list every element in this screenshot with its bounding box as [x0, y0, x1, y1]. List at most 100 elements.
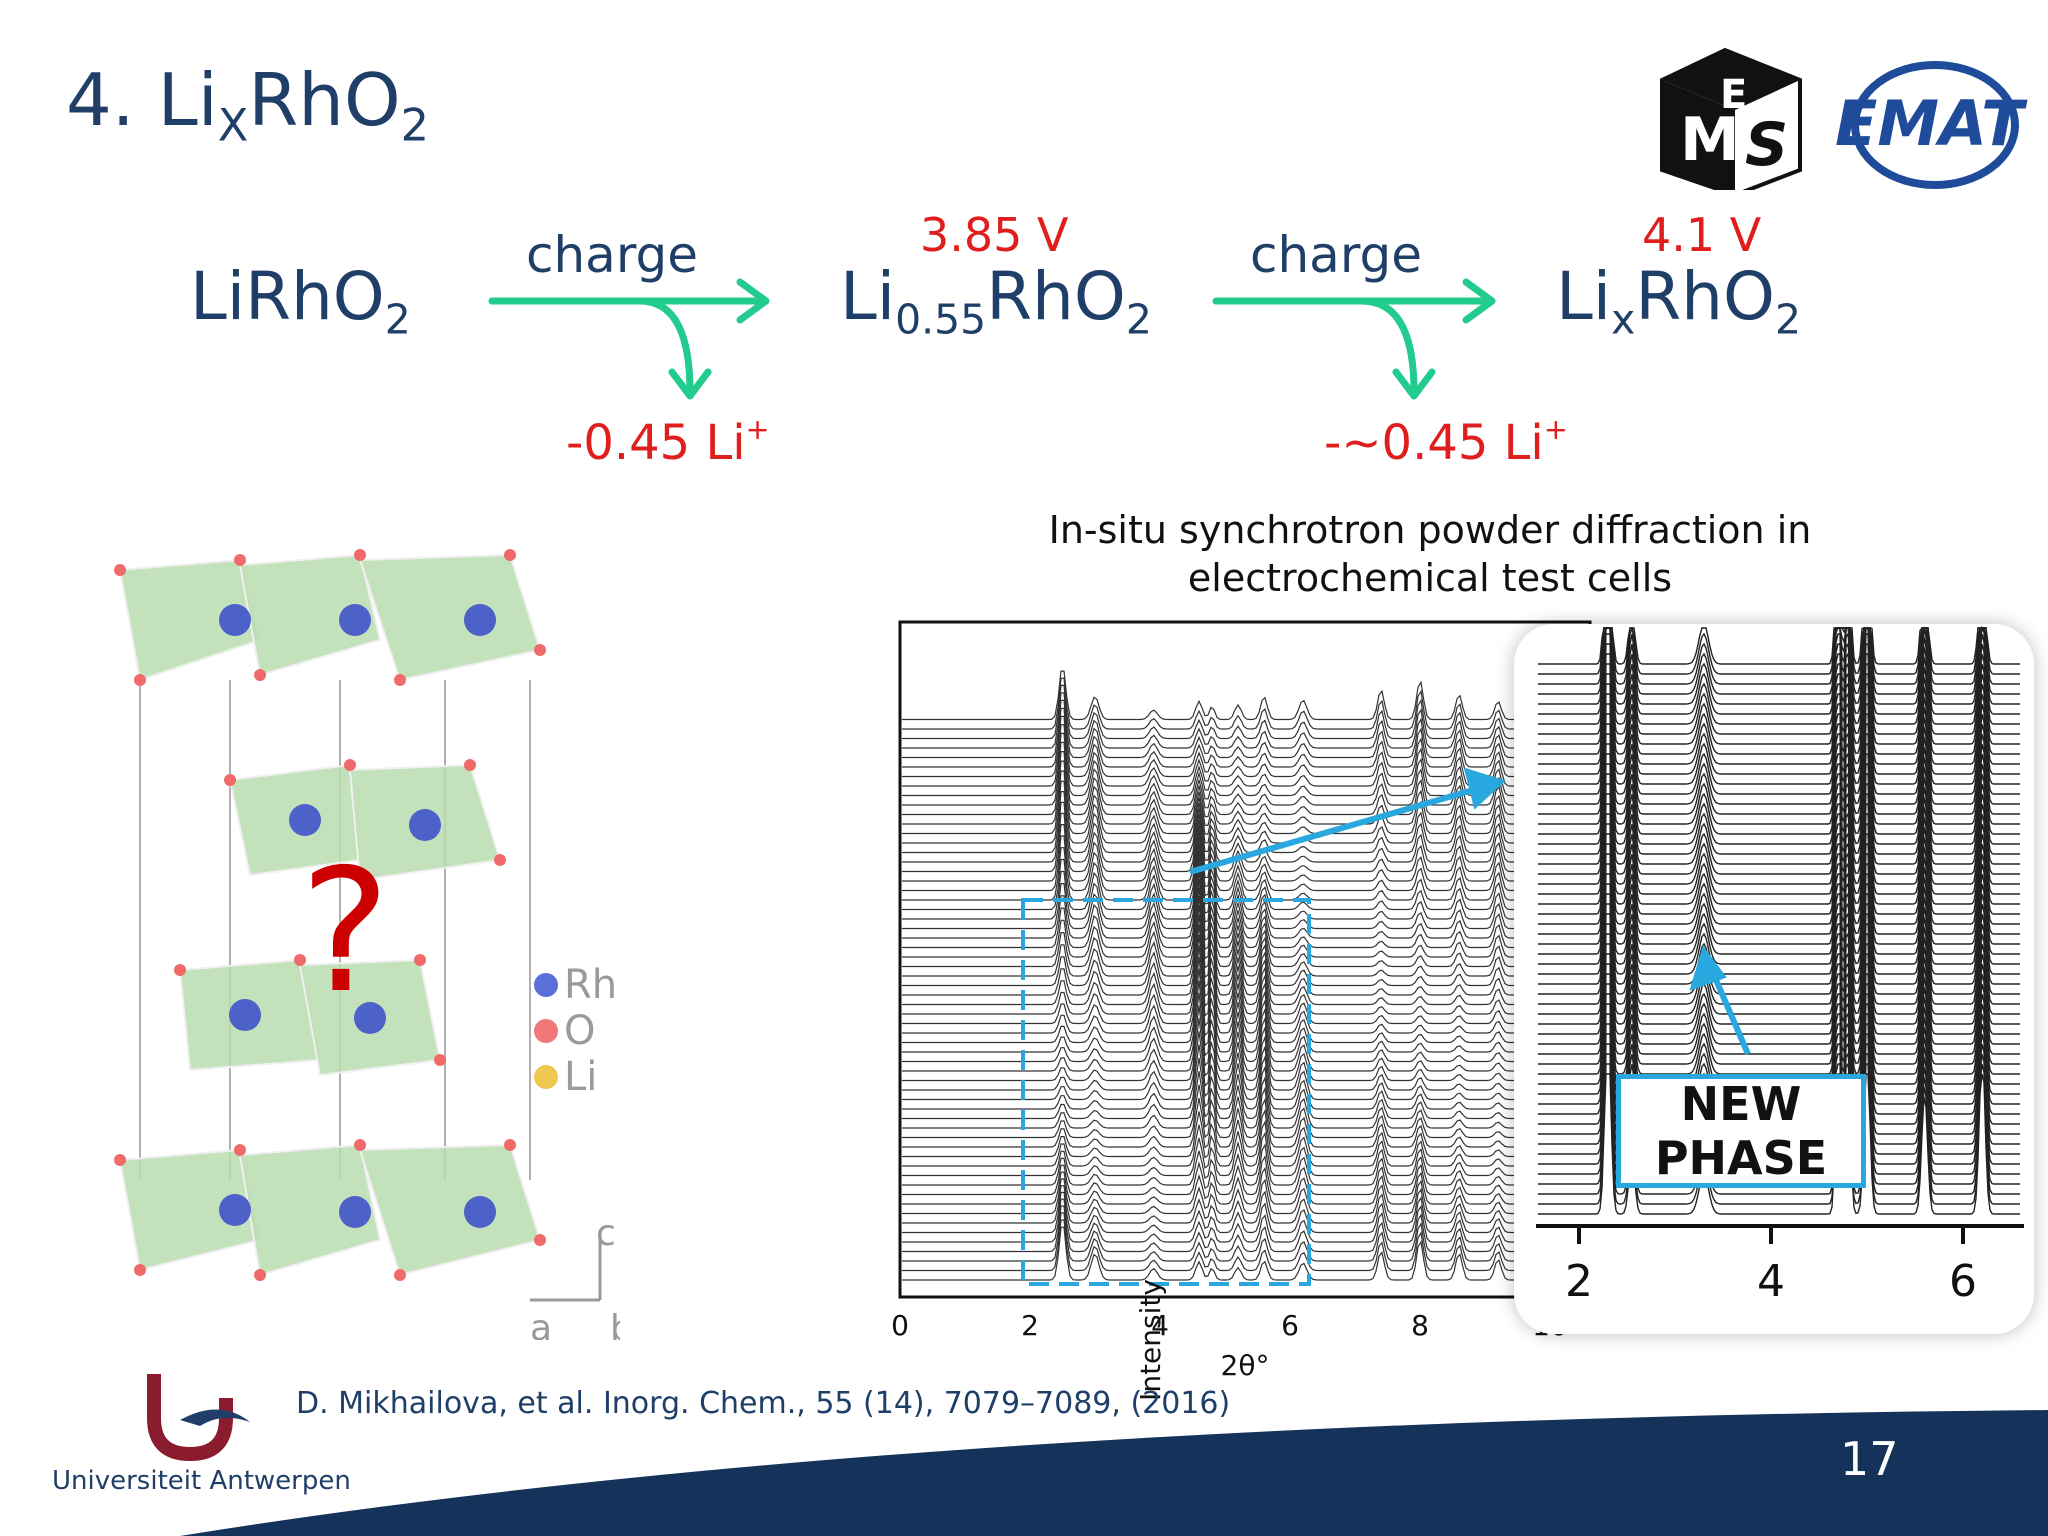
diffraction-trace	[902, 934, 1586, 1025]
diffraction-trace	[902, 1031, 1586, 1101]
diffraction-trace	[902, 1154, 1586, 1196]
inset-diffraction-trace	[1538, 627, 2020, 755]
diffraction-trace	[902, 895, 1586, 987]
inset-diffraction-trace	[1538, 627, 2020, 675]
diffraction-trace	[902, 849, 1586, 930]
diffraction-plot: Intensity 0 2 4 6 8 10 2θ°	[891, 620, 1592, 1401]
diffraction-trace	[902, 1044, 1586, 1110]
diffraction-trace	[902, 812, 1586, 873]
diffraction-trace	[902, 1226, 1586, 1281]
axis-indicator	[530, 1230, 602, 1302]
diffraction-trace	[902, 707, 1586, 768]
svg-text:2: 2	[1565, 1256, 1593, 1307]
svg-text:4: 4	[1151, 1309, 1169, 1342]
formula-lixrho2: LixRhO2	[1556, 258, 1801, 344]
diffraction-trace	[902, 992, 1586, 1072]
diffraction-trace	[902, 837, 1586, 911]
legend-rh: Rh	[534, 962, 617, 1008]
new-phase-arrow	[1689, 945, 1751, 1056]
svg-text:M: M	[1680, 105, 1740, 175]
diffraction-caption: In-situ synchrotron powder diffraction i…	[1048, 508, 1812, 600]
formula-lirho2: LiRhO2	[190, 258, 411, 344]
citation: D. Mikhailova, et al. Inorg. Chem., 55 (…	[296, 1386, 1231, 1421]
legend-o: O	[534, 1008, 617, 1054]
diffraction-trace	[902, 968, 1586, 1053]
svg-text:c: c	[596, 1213, 616, 1254]
diffraction-trace	[902, 751, 1586, 816]
diffraction-trace	[902, 760, 1586, 825]
li-loss-label-1: -0.45 Li+	[566, 412, 770, 472]
diffraction-trace	[902, 980, 1586, 1063]
diffraction-trace	[902, 856, 1586, 939]
university-name: Universiteit Antwerpen	[52, 1466, 351, 1496]
university-logo	[147, 1374, 250, 1462]
diffraction-trace	[902, 670, 1586, 721]
diffraction-trace	[902, 1005, 1586, 1082]
diffraction-trace	[902, 914, 1586, 1006]
svg-text:6: 6	[1949, 1256, 1977, 1307]
svg-text:8: 8	[1411, 1309, 1429, 1342]
diffraction-trace	[902, 924, 1586, 1015]
diffraction-trace	[902, 1057, 1586, 1120]
voltage-label-2: 4.1 V	[1642, 208, 1762, 262]
diffraction-trace	[902, 1097, 1586, 1148]
crystal-structure-figure: ? c a b	[114, 549, 620, 1340]
inset-diffraction-trace	[1538, 861, 2020, 1005]
slide-title: 4. LiXRhO2	[66, 58, 430, 152]
li-release-arrow-2	[1358, 297, 1418, 396]
inset-diffraction-trace	[1538, 681, 2020, 825]
inset-diffraction-trace	[1538, 627, 2020, 715]
inset-diffraction-trace	[1538, 741, 2020, 885]
diffraction-trace	[902, 780, 1586, 844]
diffraction-trace	[902, 1205, 1586, 1253]
charge-label-1: charge	[526, 226, 698, 284]
diffraction-trace	[902, 904, 1586, 996]
inset-diffraction-trace	[1538, 801, 2020, 945]
charge-label-2: charge	[1250, 226, 1422, 284]
inset-diffraction-trace	[1538, 671, 2020, 815]
diffraction-trace	[902, 1212, 1586, 1262]
inset-diffraction-trace	[1538, 721, 2020, 865]
svg-text:2θ°: 2θ°	[1221, 1349, 1270, 1382]
diffraction-trace	[902, 956, 1586, 1044]
inset-diffraction-trace	[1538, 651, 2020, 795]
diffraction-trace	[902, 791, 1586, 854]
diffraction-trace	[902, 1131, 1586, 1177]
inset-diffraction-trace	[1538, 701, 2020, 845]
zoom-inset: 2 4 6 NEW PHASE	[1514, 624, 2034, 1334]
inset-diffraction-trace	[1538, 911, 2020, 1055]
diffraction-trace	[902, 1071, 1586, 1129]
inset-diffraction-trace	[1538, 627, 2020, 735]
inset-diffraction-trace	[1538, 831, 2020, 975]
inset-diffraction-trace	[1538, 781, 2020, 925]
diffraction-trace	[902, 692, 1586, 749]
svg-text:EMAT: EMAT	[1835, 87, 2028, 160]
li-release-arrow-1	[636, 297, 694, 396]
svg-text:E: E	[1720, 72, 1747, 118]
inset-diffraction-trace	[1538, 901, 2020, 1045]
diffraction-trace	[902, 1198, 1586, 1243]
diffraction-trace	[902, 887, 1586, 977]
diffraction-trace	[902, 699, 1586, 759]
new-phase-label: NEW PHASE	[1616, 1074, 1866, 1188]
zoom-arrow	[1189, 767, 1506, 875]
inset-diffraction-trace	[1538, 1061, 2020, 1205]
diffraction-trace	[902, 878, 1586, 968]
inset-diffraction-trace	[1538, 841, 2020, 985]
zoom-region-box	[1021, 898, 1311, 1286]
inset-diffraction-trace	[1538, 641, 2020, 785]
inset-diffraction-trace	[1538, 627, 2020, 685]
inset-diffraction-trace	[1538, 627, 2020, 725]
reaction-arrows	[488, 278, 1496, 400]
logo-ems-emat: M S E EMAT	[1660, 47, 2028, 190]
diffraction-trace	[902, 1166, 1586, 1205]
inset-diffraction-trace	[1538, 771, 2020, 915]
inset-diffraction-trace	[1538, 761, 2020, 905]
diffraction-trace	[902, 684, 1586, 740]
svg-text:a: a	[530, 1308, 552, 1340]
diffraction-trace	[902, 831, 1586, 901]
footer-wave	[180, 1410, 2048, 1536]
inset-diffraction-trace	[1538, 751, 2020, 895]
voltage-label-1: 3.85 V	[920, 208, 1069, 262]
svg-text:6: 6	[1281, 1309, 1299, 1342]
